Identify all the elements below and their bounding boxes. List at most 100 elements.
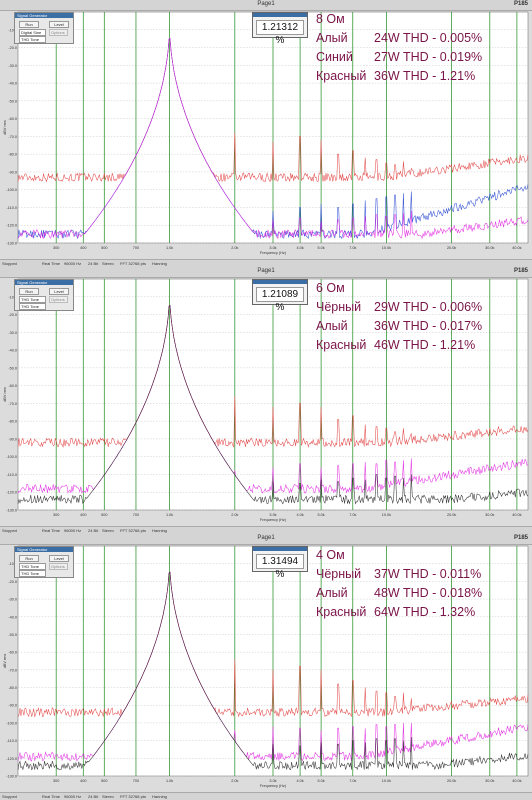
legend-title: 8 Ом bbox=[316, 12, 345, 26]
x-tick-label: 300 bbox=[53, 779, 59, 783]
series-line bbox=[17, 571, 529, 771]
tone-select[interactable]: THD Tone bbox=[19, 570, 46, 577]
x-tick-label: 3.0k bbox=[269, 246, 276, 250]
y-tick-label: -70.0 bbox=[8, 135, 17, 139]
analyzer-panel-6ohm: -10.0 -20.0 -30.0 -40.0 -50.0 -60.0 -70.0 -80.0… bbox=[0, 267, 532, 534]
thd-value: 1.21312 % bbox=[256, 20, 304, 46]
y-tick-label: -30.0 bbox=[8, 598, 17, 602]
window-title: Page1 bbox=[257, 1, 275, 7]
statusbar: Stopped Real Time 96000 Hz 24 Bit Stereo… bbox=[0, 526, 532, 534]
status-rate: 96000 Hz bbox=[64, 528, 82, 533]
analyzer-panel-4ohm: -10.0 -20.0 -30.0 -40.0 -50.0 -60.0 -70.0 -80.0… bbox=[0, 534, 532, 800]
status-bits: 24 Bit bbox=[88, 794, 99, 799]
level-button[interactable]: Level bbox=[49, 555, 69, 562]
status-realtime: Real Time bbox=[42, 261, 61, 266]
analyzer-panel-8ohm: -10.0 -20.0 -30.0 -40.0 -50.0 -60.0 -70.0 -80.0… bbox=[0, 0, 532, 267]
y-tick-label: -10.0 bbox=[8, 295, 17, 299]
status-window: Hanning bbox=[152, 261, 167, 266]
x-tick-label: 40.0k bbox=[512, 513, 521, 517]
x-tick-label: 30.0k bbox=[485, 246, 494, 250]
status-rate: 96000 Hz bbox=[64, 261, 82, 266]
spectrum-plot: -10.0 -20.0 -30.0 -40.0 -50.0 -60.0 -70.0 -80.0… bbox=[3, 11, 529, 255]
legend-item-name: Красный bbox=[316, 605, 367, 619]
level-button[interactable]: Level bbox=[49, 288, 69, 295]
tone-select[interactable]: THD Tone bbox=[19, 36, 46, 43]
y-tick-label: -90.0 bbox=[8, 437, 17, 441]
spectrum-plot: -10.0 -20.0 -30.0 -40.0 -50.0 -60.0 -70.0 -80.0… bbox=[3, 545, 529, 788]
x-tick-label: 40.0k bbox=[512, 779, 521, 783]
thd-meter-header bbox=[253, 13, 307, 17]
x-tick-label: 3.0k bbox=[269, 779, 276, 783]
options-button[interactable]: Options bbox=[49, 563, 68, 570]
status-channels: Stereo bbox=[102, 261, 114, 266]
x-tick-label: 300 bbox=[53, 513, 59, 517]
x-tick-label: 20.0k bbox=[447, 779, 456, 783]
legend-item: Красный 64W THD - 1.32% bbox=[316, 603, 482, 622]
legend-item: Чёрный 37W THD - 0.011% bbox=[316, 565, 482, 584]
y-tick-label: -120.0 bbox=[6, 757, 17, 761]
x-tick-label: 10.0k bbox=[382, 513, 391, 517]
run-button[interactable]: Run bbox=[19, 555, 39, 562]
y-tick-label: -30.0 bbox=[8, 331, 17, 335]
x-axis-label: Frequency (Hz) bbox=[260, 518, 287, 522]
mode-select[interactable]: Digital Sine bbox=[19, 29, 46, 36]
y-tick-label: -110.0 bbox=[7, 473, 17, 477]
x-tick-label: 20.0k bbox=[447, 246, 456, 250]
options-button[interactable]: Options bbox=[49, 296, 68, 303]
legend-item-text: 36W THD - 0.017% bbox=[374, 319, 483, 333]
legend-item: Чёрный 29W THD - 0.006% bbox=[316, 298, 482, 317]
y-tick-label: -120.0 bbox=[6, 224, 17, 228]
y-tick-label: -20.0 bbox=[8, 46, 17, 50]
tone-select[interactable]: THD Tone bbox=[19, 303, 46, 310]
legend: 6 Ом Чёрный 29W THD - 0.006% Алый 36W THD … bbox=[316, 279, 482, 355]
thd-meter: 1.31494 % bbox=[252, 546, 308, 580]
status-window: Hanning bbox=[152, 528, 167, 533]
legend: 4 Ом Чёрный 37W THD - 0.011% Алый 48W THD … bbox=[316, 546, 482, 622]
status-bits: 24 Bit bbox=[88, 528, 99, 533]
legend-item: Алый 36W THD - 0.017% bbox=[316, 317, 482, 336]
y-tick-label: -10.0 bbox=[8, 28, 17, 32]
series-line bbox=[17, 304, 529, 505]
x-tick-label: 5.0k bbox=[318, 779, 325, 783]
y-tick-label: -100.0 bbox=[6, 455, 17, 459]
series-line bbox=[17, 304, 529, 448]
run-button[interactable]: Run bbox=[19, 21, 39, 28]
x-tick-label: 20.0k bbox=[447, 513, 456, 517]
x-tick-label: 1.0k bbox=[166, 513, 173, 517]
x-tick-label: 30.0k bbox=[485, 779, 494, 783]
legend-item: Алый 48W THD - 0.018% bbox=[316, 584, 482, 603]
tone-select[interactable]: THD Tone bbox=[19, 296, 46, 303]
options-button[interactable]: Options bbox=[49, 29, 68, 36]
x-tick-label: 400 bbox=[80, 246, 86, 250]
x-tick-label: 300 bbox=[53, 246, 59, 250]
y-tick-label: -90.0 bbox=[8, 170, 17, 174]
tone-select[interactable]: THD Tone bbox=[19, 563, 46, 570]
y-tick-label: -50.0 bbox=[8, 633, 17, 637]
legend-item-name: Алый bbox=[316, 586, 348, 600]
status-fft: FFT 32768 pts bbox=[120, 528, 146, 533]
run-button[interactable]: Run bbox=[19, 288, 39, 295]
thd-value: 1.21089 % bbox=[256, 287, 304, 313]
status-realtime: Real Time bbox=[42, 528, 61, 533]
y-tick-label: -60.0 bbox=[8, 117, 17, 121]
legend-item-text: 24W THD - 0.005% bbox=[374, 31, 483, 45]
y-tick-label: -90.0 bbox=[8, 704, 17, 708]
x-tick-label: 700 bbox=[133, 779, 139, 783]
x-axis-label: Frequency (Hz) bbox=[260, 784, 287, 788]
x-tick-label: 500 bbox=[101, 779, 107, 783]
y-tick-label: -40.0 bbox=[8, 82, 17, 86]
status-stopped: Stopped bbox=[2, 261, 17, 266]
y-tick-label: -70.0 bbox=[8, 668, 17, 672]
y-tick-label: -20.0 bbox=[8, 580, 17, 584]
legend-title: 4 Ом bbox=[316, 548, 345, 562]
level-button[interactable]: Level bbox=[49, 21, 69, 28]
y-axis-label: dBV rms bbox=[3, 387, 7, 402]
window-titlebar: Page1 P185 bbox=[0, 534, 532, 545]
y-tick-label: -120.0 bbox=[6, 491, 17, 495]
statusbar: Stopped Real Time 96000 Hz 24 Bit Stereo… bbox=[0, 259, 532, 267]
x-tick-label: 2.0k bbox=[231, 246, 238, 250]
legend-item-name: Чёрный bbox=[316, 567, 362, 581]
thd-value: 1.31494 % bbox=[256, 554, 304, 580]
legend-item-name: Алый bbox=[316, 319, 348, 333]
y-tick-label: -30.0 bbox=[8, 64, 17, 68]
